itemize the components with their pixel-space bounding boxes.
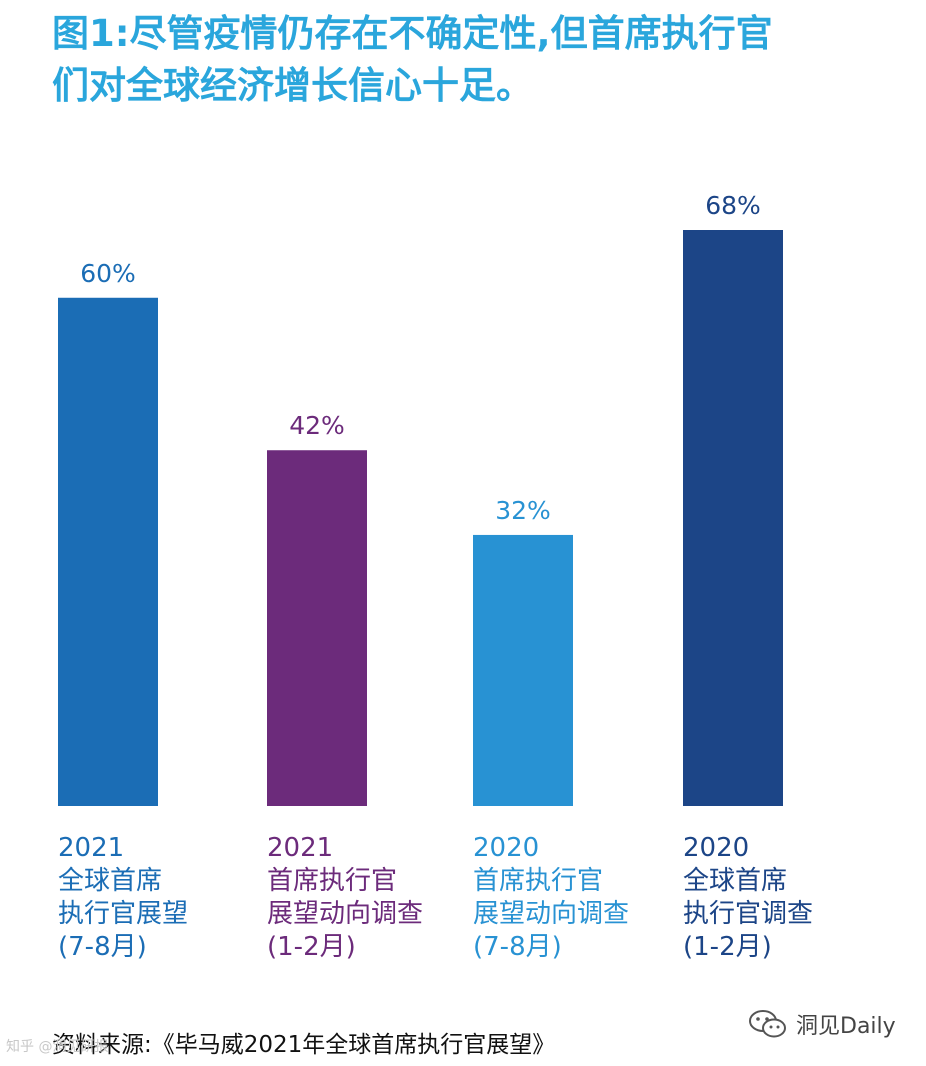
category-label-2: 2021 首席执行官 展望动向调查 (1-2月) [267, 832, 423, 964]
bar-value-label-3: 32% [495, 496, 551, 525]
category-label-1-line-1: 2021 [58, 833, 125, 863]
category-label-4-line-2: 全球首席 [683, 866, 788, 896]
title-line-2: 们对全球经济增长信心十足。 [52, 64, 533, 107]
category-label-2-line-4: (1-2月) [267, 932, 356, 962]
category-label-2-line-1: 2021 [267, 833, 334, 863]
category-label-1-line-3: 执行官展望 [58, 899, 189, 929]
watermark-left-text: 知乎 @洞见研报 [6, 1039, 109, 1055]
bar-1 [58, 297, 158, 806]
category-label-2-line-3: 展望动向调查 [267, 899, 424, 929]
chart-title: 图1:尽管疫情仍存在不确定性,但首席执行官 们对全球经济增长信心十足。 [52, 8, 912, 112]
category-label-4: 2020 全球首席 执行官调查 (1-2月) [683, 832, 813, 964]
category-label-3-line-3: 展望动向调查 [473, 899, 630, 929]
category-label-4-line-3: 执行官调查 [683, 899, 814, 929]
bar-value-label-2: 42% [289, 411, 345, 440]
bar-value-label-1: 60% [80, 259, 136, 288]
category-label-4-line-4: (1-2月) [683, 932, 772, 962]
category-label-1-line-2: 全球首席 [58, 866, 163, 896]
watermark: 洞见Daily [748, 1008, 896, 1040]
bar-2 [267, 450, 367, 806]
category-label-3-line-1: 2020 [473, 833, 540, 863]
category-label-3-line-4: (7-8月) [473, 932, 562, 962]
category-label-3-line-2: 首席执行官 [473, 866, 604, 896]
category-label-1: 2021 全球首席 执行官展望 (7-8月) [58, 832, 188, 964]
title-line-1: 图1:尽管疫情仍存在不确定性,但首席执行官 [52, 12, 773, 55]
source-note: 资料来源:《毕马威2021年全球首席执行官展望》 [52, 1032, 556, 1058]
category-label-3: 2020 首席执行官 展望动向调查 (7-8月) [473, 832, 629, 964]
category-label-4-line-1: 2020 [683, 833, 750, 863]
category-label-2-line-2: 首席执行官 [267, 866, 398, 896]
bar-3 [473, 534, 573, 806]
watermark-text: 洞见Daily [796, 1014, 896, 1039]
bar-value-label-4: 68% [705, 191, 761, 220]
category-label-1-line-4: (7-8月) [58, 932, 147, 962]
wechat-icon [749, 1010, 786, 1038]
bar-4 [683, 230, 783, 806]
